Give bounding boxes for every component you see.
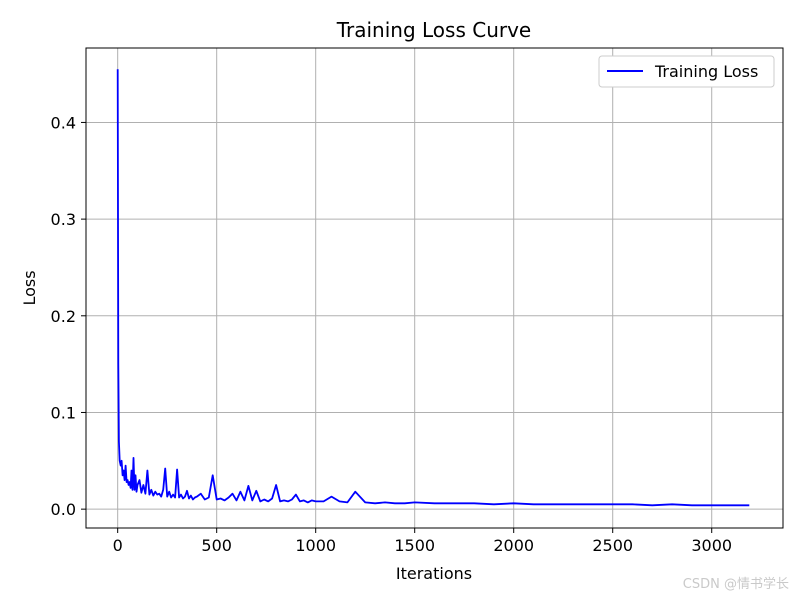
watermark: CSDN @情书学长 bbox=[682, 577, 789, 592]
legend-box bbox=[598, 55, 775, 88]
y-tick-label: 0.4 bbox=[51, 113, 76, 132]
plot-area bbox=[86, 48, 783, 528]
x-tick-label: 3000 bbox=[691, 536, 732, 555]
axis-ticks: 0 500 1000 1500 2000 2500 3000 0.0 0.1 0.2 0.3 0.4 bbox=[51, 113, 733, 555]
y-tick-label: 0.2 bbox=[51, 307, 76, 326]
x-tick-label: 2000 bbox=[493, 536, 534, 555]
x-tick-label: 500 bbox=[201, 536, 232, 555]
series-line-training-loss bbox=[116, 69, 750, 507]
y-tick-label: 0.3 bbox=[51, 210, 76, 229]
x-tick-label: 0 bbox=[113, 536, 123, 555]
plot-frame bbox=[85, 47, 784, 529]
series-group bbox=[116, 69, 750, 507]
x-axis-label: Iterations bbox=[396, 564, 472, 583]
x-tick-label: 2500 bbox=[592, 536, 633, 555]
legend-label-training-loss: Training Loss bbox=[654, 62, 758, 81]
y-axis-label: Loss bbox=[20, 270, 39, 305]
chart-title: Training Loss Curve bbox=[336, 18, 532, 42]
x-tick-label: 1500 bbox=[394, 536, 435, 555]
grid-lines bbox=[86, 48, 783, 528]
y-tick-label: 0.0 bbox=[51, 500, 76, 519]
legend: Training Loss bbox=[598, 55, 775, 88]
x-tick-label: 1000 bbox=[295, 536, 336, 555]
y-tick-label: 0.1 bbox=[51, 403, 76, 422]
